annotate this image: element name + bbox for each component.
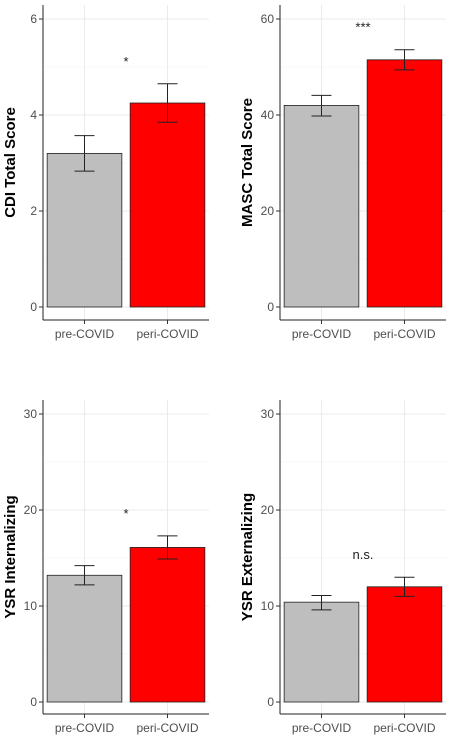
y-tick-label: 30: [24, 407, 38, 421]
y-tick-label: 4: [30, 108, 37, 122]
bar-peri-covid: [366, 59, 443, 308]
y-tick-label: 10: [261, 599, 275, 613]
chart-panel-3: 0 10 20 30 pre-COVID peri-COVID YSR Internaliz…: [2, 400, 209, 735]
x-tick-label: peri-COVID: [136, 327, 198, 341]
error-bar-pre-covid: [311, 94, 332, 117]
y-tick-label: 0: [30, 300, 37, 314]
x-tick-label: pre-COVID: [55, 327, 115, 341]
x-tick-label: peri-COVID: [373, 721, 435, 735]
y-tick-label: 60: [261, 12, 275, 26]
bar-peri-covid: [129, 102, 206, 308]
significance-label: ***: [355, 20, 370, 35]
bar-peri-covid: [366, 586, 443, 703]
significance-label: *: [123, 54, 128, 69]
x-tick-label: peri-COVID: [136, 721, 198, 735]
y-tick-label: 20: [261, 503, 275, 517]
significance-label: n.s.: [353, 547, 374, 562]
y-tick-label: 0: [267, 300, 274, 314]
error-bar-pre-covid: [74, 565, 95, 586]
y-tick-label: 0: [267, 695, 274, 709]
bar-pre-covid: [46, 152, 123, 308]
bar-pre-covid: [283, 105, 360, 308]
error-bar-pre-covid: [74, 135, 95, 172]
x-tick-label: pre-COVID: [55, 721, 115, 735]
x-tick-label: pre-COVID: [292, 721, 352, 735]
chart-panel-2: 0 20 40 60 pre-COVID peri-COVID MASC Total Sco…: [239, 5, 446, 341]
chart-panel-4: 0 10 20 30 pre-COVID peri-COVID YSR Externaliz…: [239, 400, 446, 735]
error-bar-peri-covid: [394, 576, 415, 597]
y-axis-title: CDI Total Score: [2, 107, 19, 218]
error-bar-pre-covid: [311, 594, 332, 611]
x-tick-label: peri-COVID: [373, 327, 435, 341]
y-tick-label: 2: [30, 204, 37, 218]
y-tick-label: 6: [30, 12, 37, 26]
significance-label: *: [123, 506, 128, 521]
bar-peri-covid: [129, 547, 206, 703]
y-axis-title: MASC Total Score: [239, 98, 256, 227]
y-axis-title: YSR Externalizing: [239, 493, 256, 621]
bar-pre-covid: [46, 574, 123, 703]
y-tick-label: 0: [30, 695, 37, 709]
error-bar-peri-covid: [157, 83, 178, 123]
error-bar-peri-covid: [157, 535, 178, 560]
y-tick-label: 40: [261, 108, 275, 122]
bar-pre-covid: [283, 601, 360, 703]
y-tick-label: 10: [24, 599, 38, 613]
error-bar-peri-covid: [394, 49, 415, 71]
chart-panel-1: 0 2 4 6 pre-COVID peri-COVID CDI Total Score *: [2, 5, 209, 341]
x-tick-label: pre-COVID: [292, 327, 352, 341]
y-tick-label: 20: [24, 503, 38, 517]
y-axis-title: YSR Internalizing: [2, 495, 19, 618]
y-tick-label: 20: [261, 204, 275, 218]
y-tick-label: 30: [261, 407, 275, 421]
